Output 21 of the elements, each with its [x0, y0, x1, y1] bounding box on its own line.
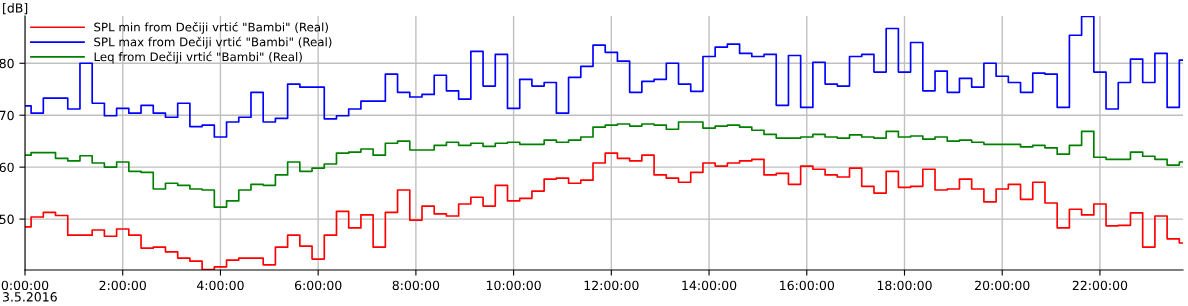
text: 3.5.2016 [2, 292, 57, 302]
x-tick-label: 8:00:00 [392, 280, 440, 291]
legend-label: Leq from Dečiji vrtić "Bambi" (Real) [94, 51, 302, 64]
x-tick-label: 6:00:00 [294, 280, 342, 291]
x-tick-label: 14:00:00 [682, 280, 737, 291]
y-tick-label: 80 [0, 58, 14, 69]
x-tick-label: 10:00:00 [486, 280, 541, 291]
y-tick-label: 50 [0, 214, 14, 225]
x-tick-label: 18:00:00 [877, 280, 932, 291]
x-tick-label: 4:00:00 [196, 280, 244, 291]
legend-label: SPL min from Dečiji vrtić "Bambi" (Real) [94, 21, 328, 34]
y-tick-label: 70 [0, 110, 14, 121]
x-tick-label: 16:00:00 [780, 280, 835, 291]
x-tick-label: 12:00:00 [584, 280, 639, 291]
x-tick-label: 0:00:00 [1, 280, 49, 291]
y-tick-label: 60 [0, 162, 14, 173]
x-tick-label: 2:00:00 [99, 280, 146, 291]
x-tick-label: 22:00:00 [1072, 280, 1128, 291]
legend-label: SPL max from Dečiji vrtić "Bambi" (Real) [94, 36, 332, 49]
x-tick-label: 20:00:00 [975, 280, 1030, 291]
y-axis-title: [dB] [3, 3, 28, 15]
